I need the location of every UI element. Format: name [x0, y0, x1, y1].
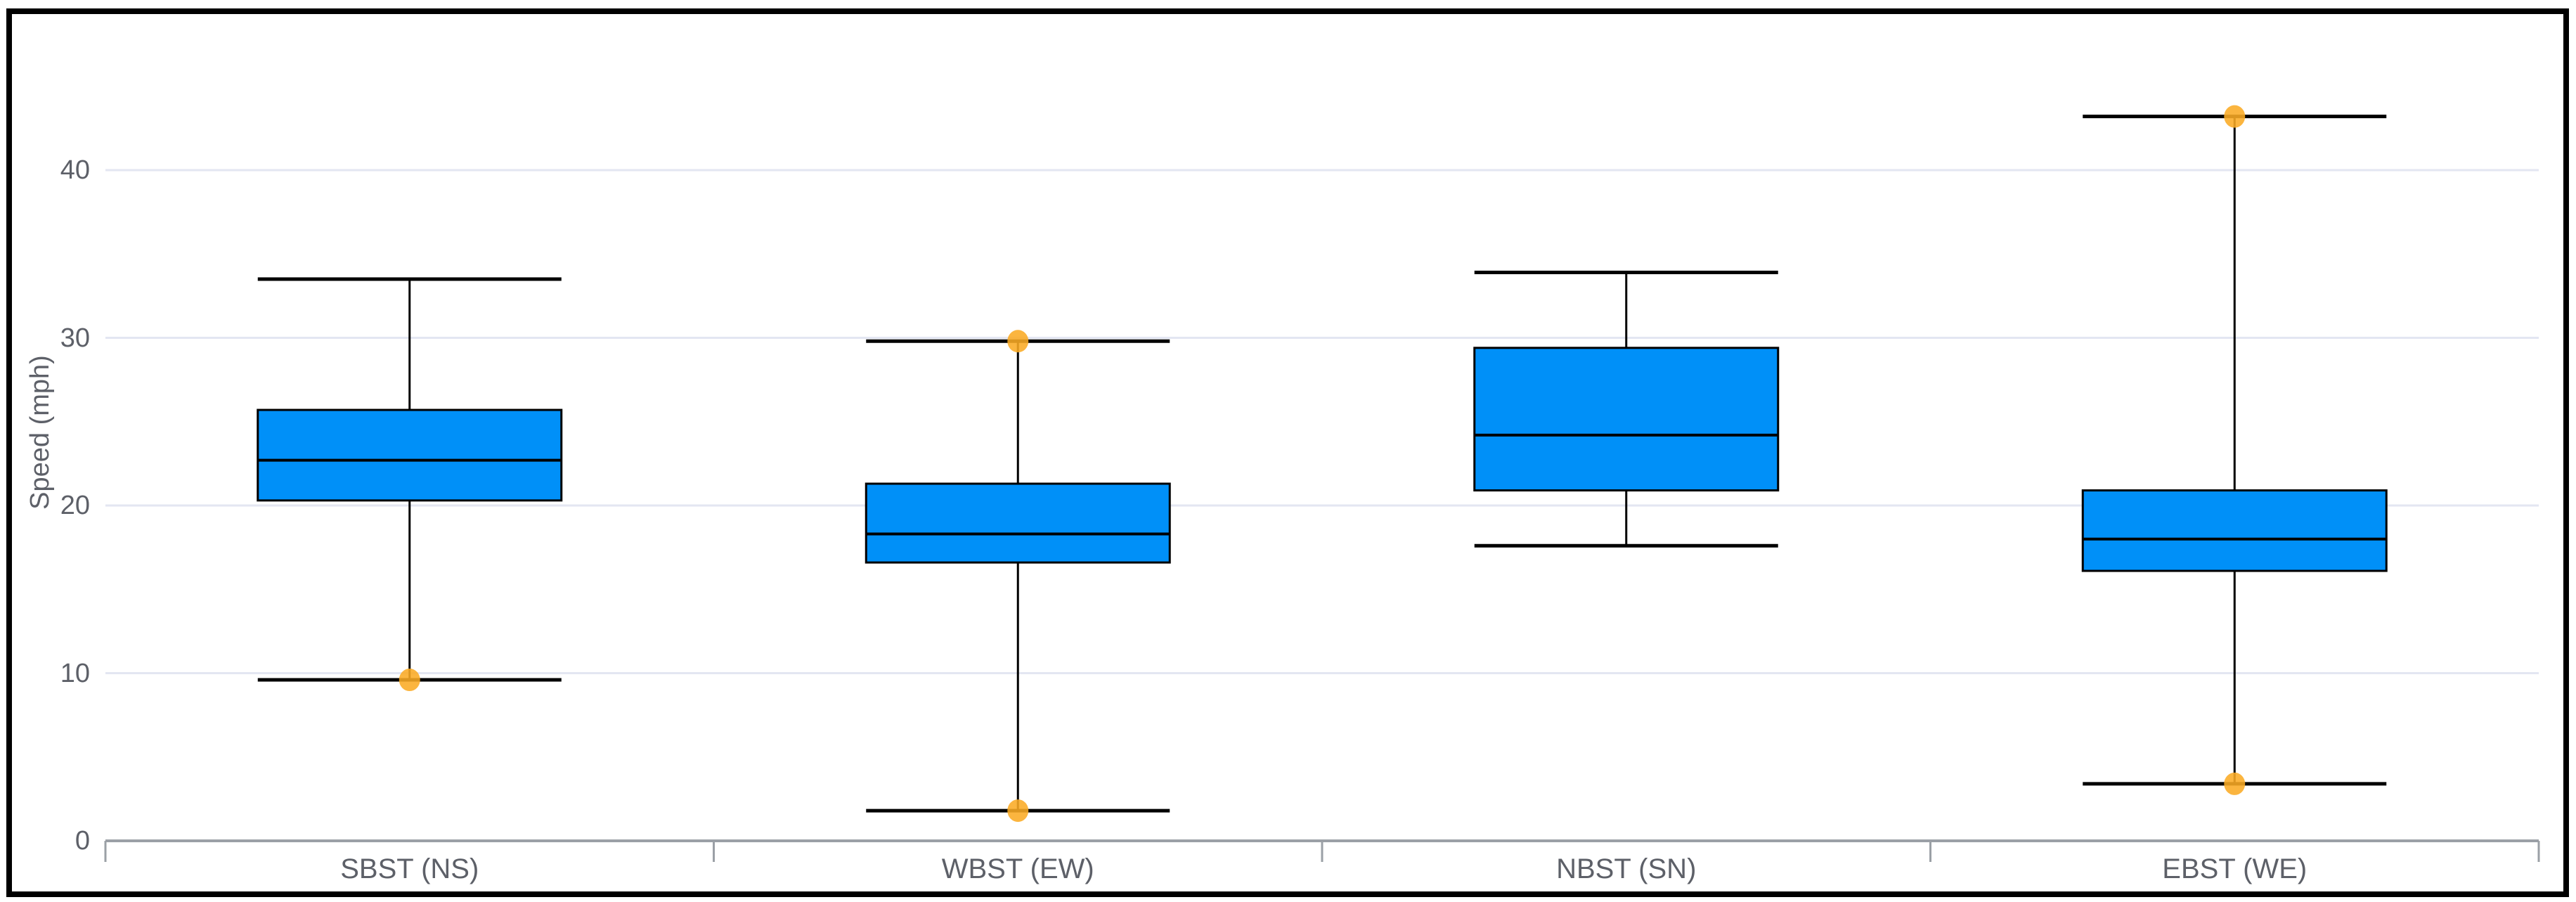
y-tick-label-30: 30: [60, 323, 90, 353]
outlier-dot-ebst-we[interactable]: [2224, 772, 2246, 795]
y-tick-label-20: 20: [60, 491, 90, 520]
category-label-ebst-we: EBST (WE): [2162, 853, 2308, 884]
outlier-dot-wbst-ew[interactable]: [1007, 799, 1029, 823]
y-tick-label-40: 40: [60, 155, 90, 185]
box-nbst-sn[interactable]: [1473, 347, 1780, 492]
y-tick-label-0: 0: [75, 826, 90, 856]
outlier-dot-wbst-ew[interactable]: [1007, 330, 1029, 353]
box-ebst-we[interactable]: [2081, 489, 2388, 572]
category-label-nbst-sn: NBST (SN): [1556, 853, 1697, 884]
y-axis-title: Speed (mph): [25, 355, 55, 510]
box-wbst-ew[interactable]: [865, 482, 1171, 564]
box-sbst-ns[interactable]: [257, 408, 563, 502]
outlier-dot-sbst-ns[interactable]: [399, 669, 420, 692]
outlier-dot-ebst-we[interactable]: [2224, 105, 2246, 128]
y-tick-label-10: 10: [60, 658, 90, 688]
category-label-wbst-ew: WBST (EW): [941, 853, 1094, 884]
category-label-sbst-ns: SBST (NS): [340, 853, 479, 884]
